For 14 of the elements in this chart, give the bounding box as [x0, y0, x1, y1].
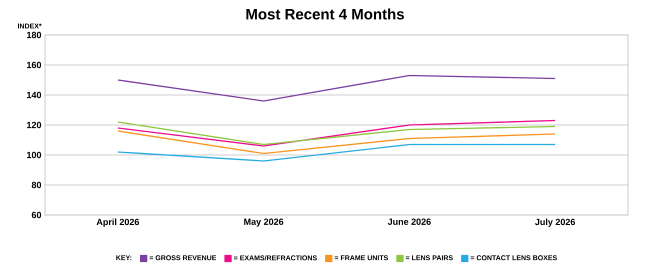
y-tick-label: 140: [27, 92, 42, 98]
x-tick-label: June 2026: [388, 218, 431, 226]
y-tick-label: 60: [32, 212, 42, 218]
line-series: [117, 130, 556, 154]
chart-title: Most Recent 4 Months: [246, 8, 404, 20]
y-tick-label: 160: [27, 62, 42, 68]
y-tick-label: 80: [32, 182, 42, 188]
x-tick-label: May 2026: [244, 218, 284, 227]
y-tick-label: 180: [27, 32, 42, 38]
line-series: [117, 74, 556, 102]
x-tick-label: July 2026: [535, 218, 576, 228]
y-tick-label: 100: [27, 152, 42, 158]
x-tick-label: April 2026: [96, 218, 140, 228]
y-tick-label: 120: [27, 122, 42, 128]
